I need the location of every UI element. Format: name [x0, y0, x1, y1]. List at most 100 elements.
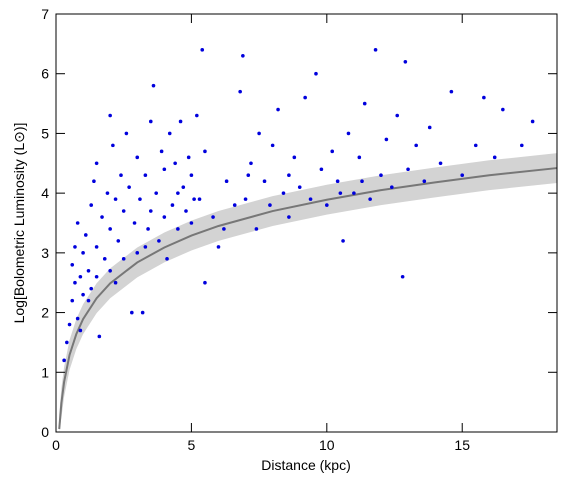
- data-point: [268, 203, 272, 207]
- data-point: [238, 89, 242, 94]
- y-tick-label: 5: [41, 125, 49, 141]
- data-point: [135, 251, 140, 255]
- data-point: [162, 167, 167, 172]
- data-point: [138, 197, 142, 201]
- data-point: [173, 161, 177, 166]
- data-point: [62, 358, 66, 363]
- data-point: [335, 179, 340, 183]
- data-point: [94, 274, 99, 279]
- data-point: [121, 209, 126, 213]
- data-point: [403, 59, 408, 64]
- data-point: [395, 113, 400, 118]
- x-tick-label: 15: [454, 437, 470, 453]
- y-tick-label: 6: [41, 66, 49, 82]
- data-point: [330, 149, 335, 154]
- y-tick-label: 0: [41, 424, 49, 440]
- y-axis-label: Log[Bolometric Luminosity (L⊙)]: [11, 123, 27, 324]
- data-point: [224, 179, 229, 183]
- data-point: [192, 197, 196, 201]
- data-point: [132, 221, 137, 225]
- data-point: [292, 155, 297, 160]
- data-point: [232, 203, 237, 207]
- data-point: [243, 197, 248, 201]
- data-point: [178, 119, 183, 124]
- data-point: [143, 173, 148, 178]
- data-point: [368, 197, 372, 201]
- plot-frame: [55, 13, 558, 433]
- data-point: [352, 191, 356, 195]
- data-point: [189, 173, 194, 178]
- data-point: [135, 155, 140, 160]
- data-point: [78, 328, 83, 333]
- data-point: [449, 89, 454, 94]
- data-point: [287, 173, 291, 178]
- data-point: [165, 257, 169, 261]
- data-point: [73, 245, 77, 249]
- data-point: [148, 209, 153, 213]
- data-point: [341, 239, 345, 243]
- data-point: [257, 131, 261, 136]
- data-point: [157, 239, 161, 243]
- data-point: [97, 334, 102, 339]
- data-point: [241, 54, 245, 58]
- data-point: [308, 197, 313, 201]
- data-point: [287, 215, 291, 219]
- data-point: [414, 143, 418, 148]
- data-point: [108, 227, 112, 231]
- data-point: [338, 191, 343, 195]
- data-point: [384, 137, 389, 142]
- data-point: [362, 101, 367, 106]
- data-point: [249, 161, 253, 166]
- data-point: [86, 298, 91, 303]
- data-point: [113, 197, 118, 201]
- y-tick-label: 7: [41, 6, 49, 22]
- data-point: [482, 95, 486, 100]
- y-tick-label: 1: [41, 364, 49, 380]
- data-point: [116, 239, 121, 243]
- data-point: [200, 48, 205, 52]
- data-point: [119, 173, 123, 178]
- data-point: [105, 191, 110, 195]
- data-point: [176, 191, 180, 195]
- data-point: [146, 227, 150, 231]
- data-point: [519, 143, 524, 148]
- data-point: [325, 203, 329, 207]
- data-point: [262, 179, 267, 183]
- data-point: [154, 191, 158, 195]
- data-point: [70, 298, 75, 303]
- data-point: [379, 173, 383, 178]
- data-point: [530, 119, 535, 124]
- data-point: [346, 131, 351, 136]
- data-point: [143, 245, 148, 249]
- data-point: [270, 143, 275, 148]
- y-tick-label: 4: [41, 185, 49, 201]
- data-point: [170, 203, 175, 207]
- data-point: [314, 71, 318, 76]
- data-point: [78, 274, 83, 279]
- data-point: [181, 185, 186, 189]
- data-point: [297, 185, 302, 189]
- data-point: [222, 227, 226, 231]
- data-point: [460, 173, 465, 178]
- data-point: [211, 215, 215, 219]
- data-point: [102, 257, 107, 261]
- data-point: [111, 143, 115, 148]
- data-point: [86, 268, 91, 273]
- x-tick-label: 10: [319, 437, 335, 453]
- data-point: [83, 233, 88, 237]
- data-point: [176, 227, 180, 231]
- data-point: [127, 185, 131, 189]
- data-point: [400, 274, 405, 279]
- data-point: [108, 268, 112, 273]
- data-point: [162, 215, 167, 219]
- x-axis-label: Distance (kpc): [261, 457, 350, 473]
- data-point: [195, 113, 199, 118]
- data-point: [167, 131, 172, 136]
- data-point: [75, 316, 80, 321]
- data-point: [276, 107, 280, 112]
- data-point: [357, 155, 362, 160]
- data-point: [140, 310, 145, 315]
- y-tick-label: 2: [41, 305, 49, 321]
